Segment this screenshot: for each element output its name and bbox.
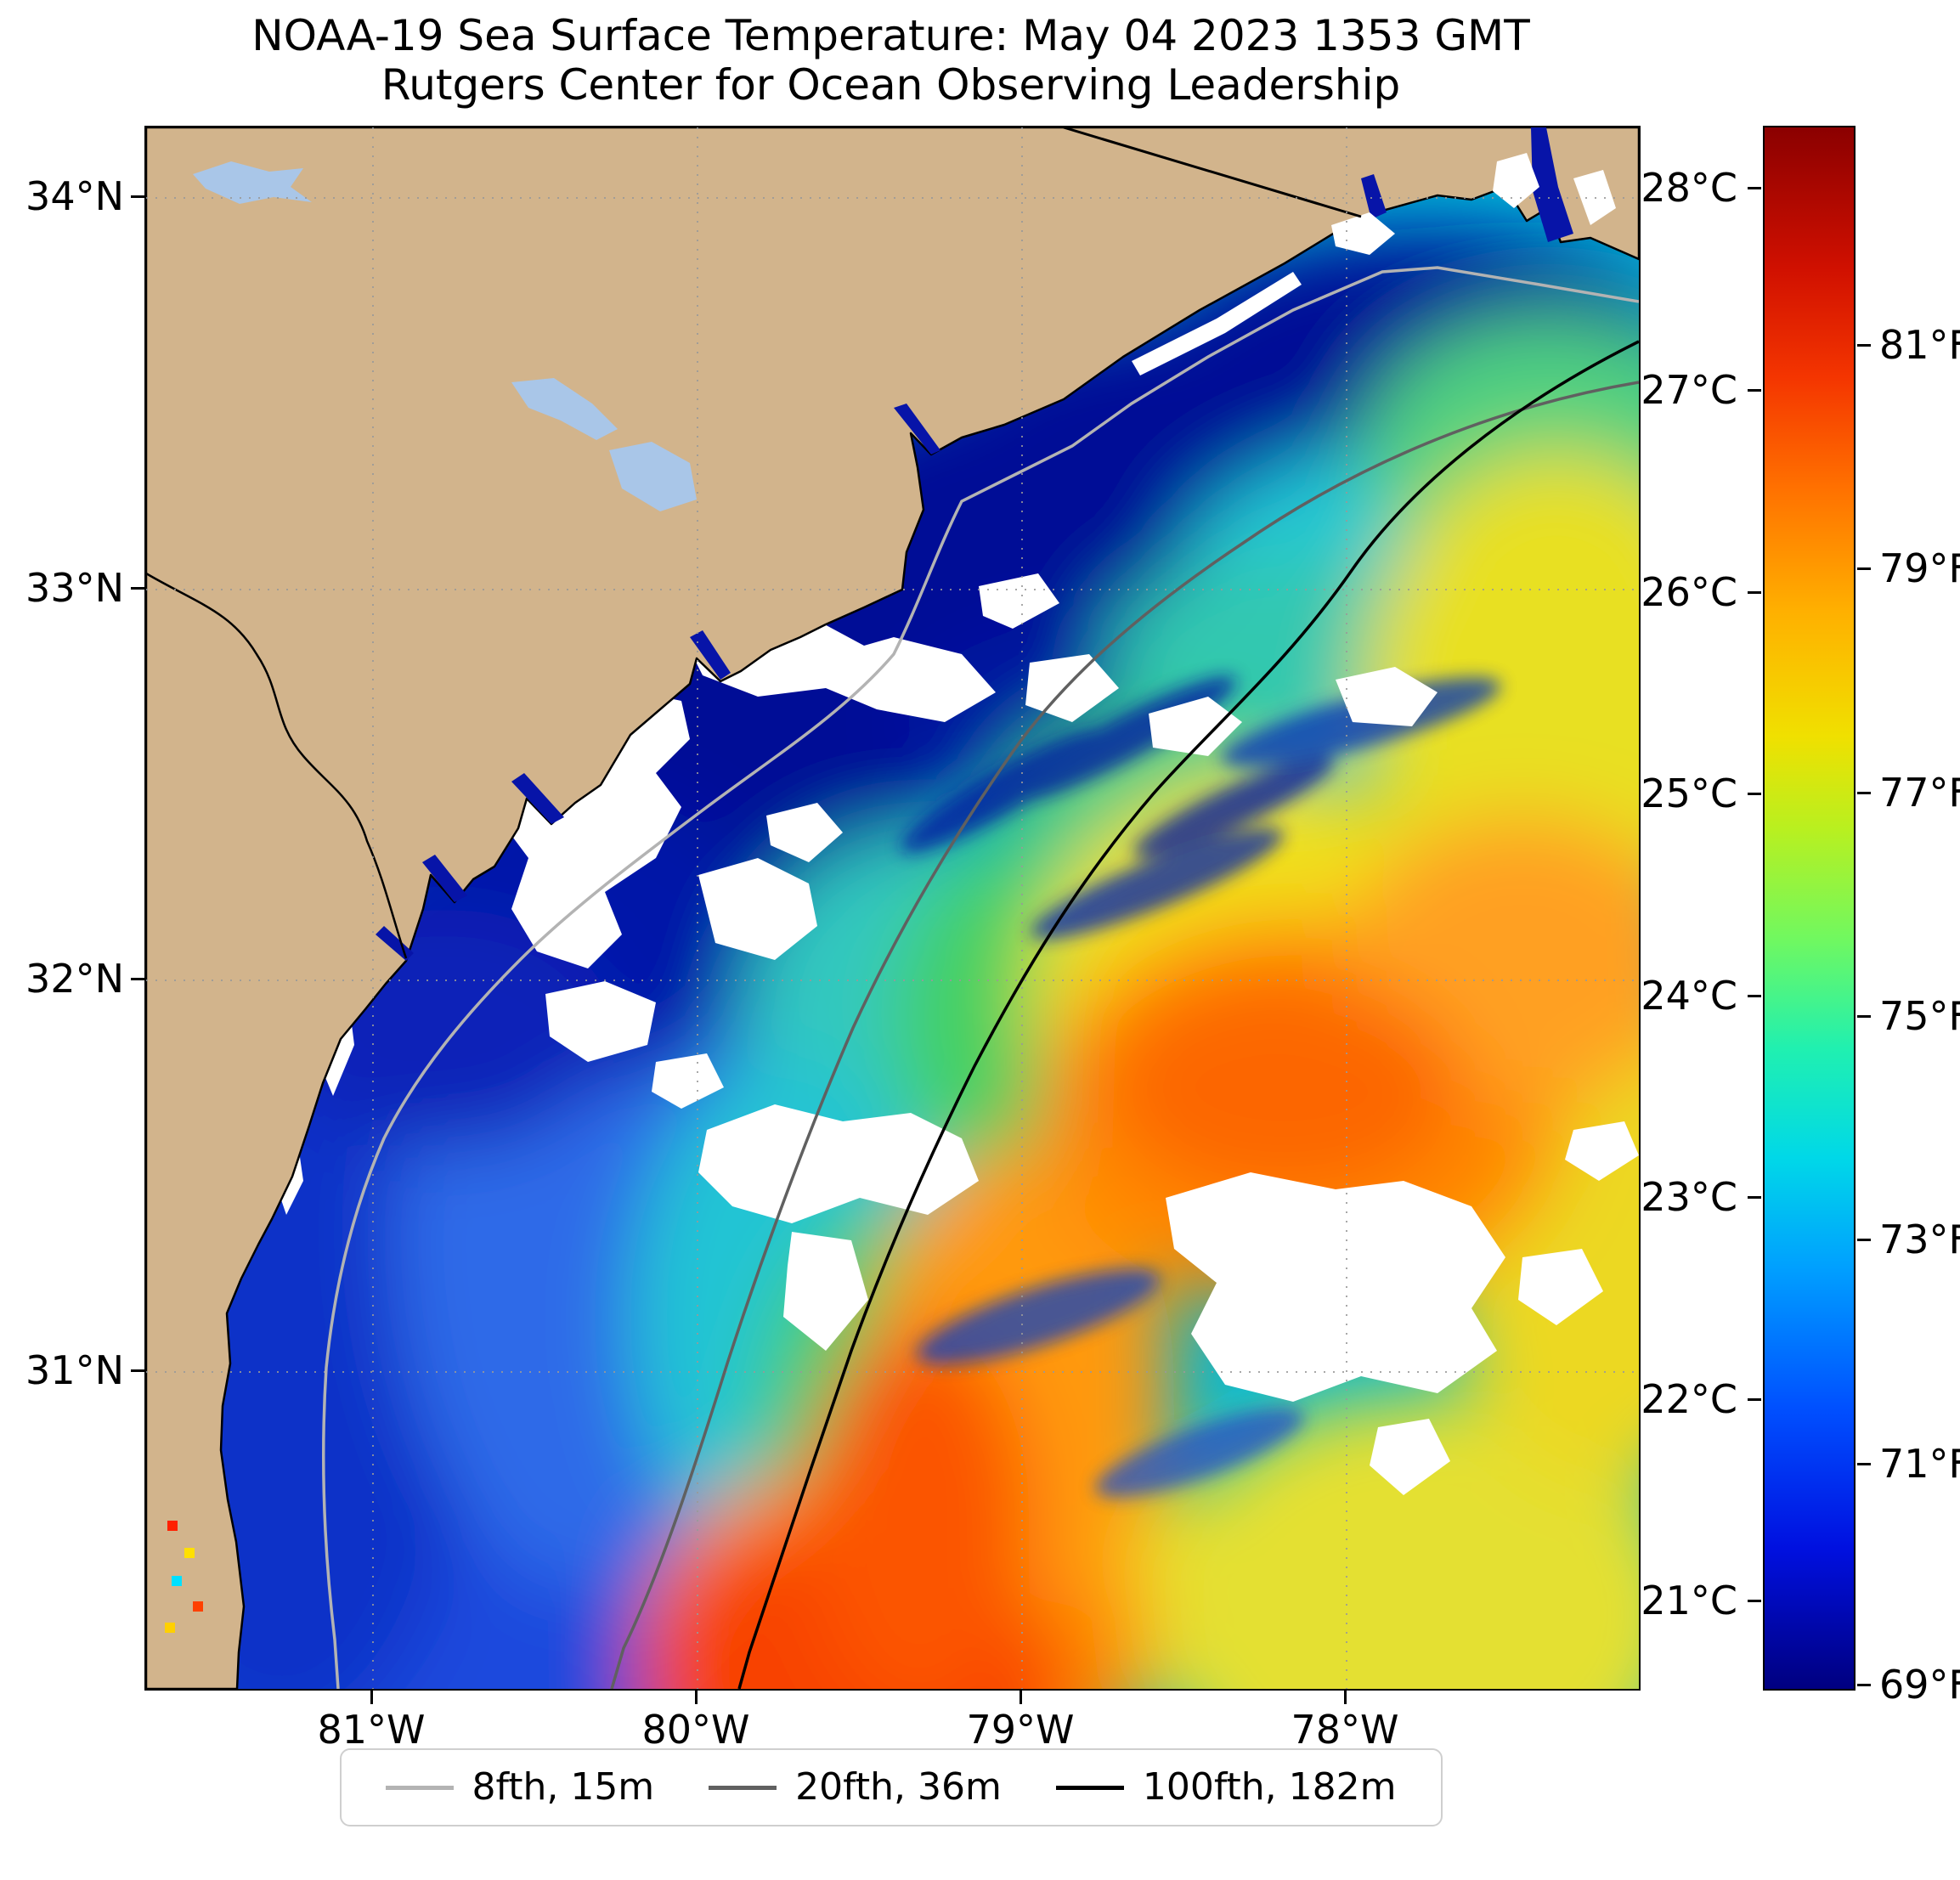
colorbar-label-73f: 73°F <box>1879 1217 1960 1262</box>
contour-100fth <box>737 340 1639 1689</box>
noise-pixels <box>165 1521 203 1633</box>
x-tick-mark <box>1020 1691 1022 1704</box>
colorbar-tick-f <box>1857 1239 1871 1241</box>
colorbar-tick-c <box>1748 1600 1761 1602</box>
estuaries <box>376 127 1573 961</box>
colorbar-tick-c <box>1748 591 1761 594</box>
colorbar-label-69f: 69°F <box>1879 1662 1960 1708</box>
colorbar-tick-f <box>1857 1015 1871 1018</box>
sst-map-panel <box>144 126 1641 1691</box>
colorbar-tick-c <box>1748 1398 1761 1401</box>
contour-20fth <box>610 381 1639 1689</box>
contour-8fth <box>322 266 1639 1689</box>
legend-label-20fth: 20fth, 36m <box>795 1765 1002 1809</box>
colorbar-label-81f: 81°F <box>1879 322 1960 368</box>
grid-lines <box>146 127 1639 1689</box>
colorbar-tick-f <box>1857 1684 1871 1686</box>
y-tick-mark <box>131 1369 144 1372</box>
y-tick-label-31n: 31°N <box>25 1347 124 1393</box>
colorbar-tick-c <box>1748 187 1761 189</box>
land-region <box>146 127 1639 1689</box>
colorbar-label-28c: 28°C <box>1641 165 1737 211</box>
legend-line-100fth <box>1055 1785 1124 1790</box>
legend-container: 8fth, 15m 20fth, 36m 100fth, 182m <box>144 1748 1637 1826</box>
figure-title: NOAA-19 Sea Surface Temperature: May 04 … <box>251 11 1530 60</box>
y-tick-mark <box>131 195 144 198</box>
ocean-sst-field <box>146 127 1639 1689</box>
colorbar-label-25c: 25°C <box>1641 771 1737 816</box>
legend-item-8fth: 8fth, 15m <box>385 1765 655 1809</box>
state-border-line <box>1063 127 1362 218</box>
colorbar-label-24c: 24°C <box>1641 973 1737 1019</box>
colorbar-label-26c: 26°C <box>1641 569 1737 615</box>
y-tick-label-32n: 32°N <box>25 956 124 1002</box>
x-tick-mark <box>1344 1691 1347 1704</box>
land-polygon <box>146 127 1639 1689</box>
colorbar-tick-f <box>1857 567 1871 570</box>
colorbar-label-27c: 27°C <box>1641 367 1737 413</box>
legend-item-100fth: 100fth, 182m <box>1055 1765 1397 1809</box>
colorbar-tick-c <box>1748 995 1761 997</box>
lakes <box>193 161 697 511</box>
colorbar-tick-c <box>1748 389 1761 392</box>
colorbar-tick-f <box>1857 344 1871 347</box>
colorbar-tick-c <box>1748 793 1761 795</box>
river-line <box>146 572 408 959</box>
colorbar-tick-f <box>1857 792 1871 794</box>
y-tick-mark <box>131 587 144 590</box>
colorbar-label-77f: 77°F <box>1879 770 1960 816</box>
colorbar-label-22c: 22°C <box>1641 1376 1737 1422</box>
x-tick-label-78w: 78°W <box>1291 1707 1399 1753</box>
x-tick-label-80w: 80°W <box>641 1707 750 1753</box>
x-tick-label-79w: 79°W <box>966 1707 1075 1753</box>
legend-label-100fth: 100fth, 182m <box>1142 1765 1397 1809</box>
depth-contour-legend: 8fth, 15m 20fth, 36m 100fth, 182m <box>339 1748 1443 1826</box>
legend-item-20fth: 20fth, 36m <box>709 1765 1002 1809</box>
colorbar-label-79f: 79°F <box>1879 545 1960 591</box>
colorbar-tick-c <box>1748 1196 1761 1199</box>
y-tick-mark <box>131 978 144 980</box>
sst-map <box>146 127 1639 1689</box>
colorbar-label-71f: 71°F <box>1879 1441 1960 1487</box>
legend-label-8fth: 8fth, 15m <box>472 1765 655 1809</box>
temperature-colorbar <box>1763 126 1856 1691</box>
figure-subtitle: Rutgers Center for Ocean Observing Leade… <box>381 60 1401 110</box>
x-tick-mark <box>695 1691 698 1704</box>
colorbar-label-23c: 23°C <box>1641 1174 1737 1220</box>
colorbar-label-21c: 21°C <box>1641 1578 1737 1623</box>
cold-water-filaments <box>901 675 1501 1498</box>
colorbar-label-75f: 75°F <box>1879 993 1960 1039</box>
y-tick-label-34n: 34°N <box>25 173 124 219</box>
y-tick-label-33n: 33°N <box>25 565 124 611</box>
legend-line-20fth <box>709 1785 777 1790</box>
x-tick-label-81w: 81°W <box>317 1707 426 1753</box>
legend-line-8fth <box>385 1785 454 1790</box>
colorbar-tick-f <box>1857 1463 1871 1465</box>
x-tick-mark <box>370 1691 373 1704</box>
